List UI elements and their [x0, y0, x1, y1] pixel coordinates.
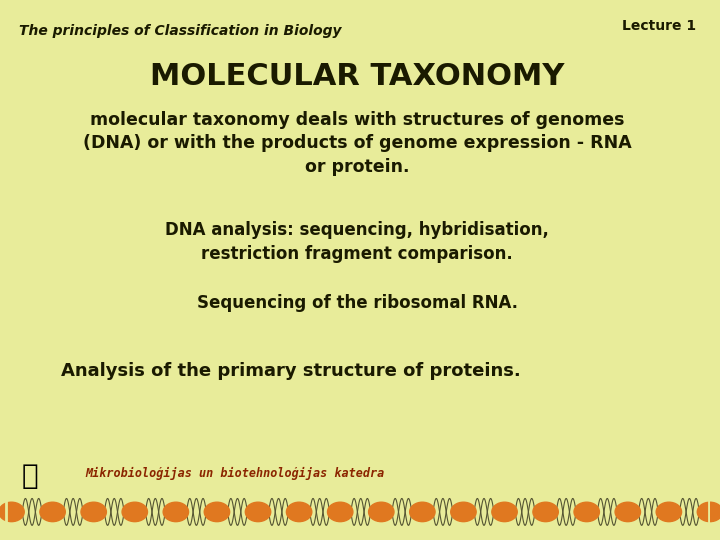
Text: 🔬: 🔬 [22, 462, 39, 490]
Circle shape [328, 502, 353, 522]
Text: Mikrobioloģijas un biotehnoloģijas katedra: Mikrobioloģijas un biotehnoloģijas kated… [86, 467, 385, 480]
Text: DNA analysis: sequencing, hybridisation,
restriction fragment comparison.: DNA analysis: sequencing, hybridisation,… [166, 221, 549, 263]
Circle shape [122, 502, 148, 522]
Text: Analysis of the primary structure of proteins.: Analysis of the primary structure of pro… [61, 362, 521, 380]
Text: Sequencing of the ribosomal RNA.: Sequencing of the ribosomal RNA. [197, 294, 518, 312]
Text: The principles of Classification in Biology: The principles of Classification in Biol… [19, 24, 341, 38]
Circle shape [492, 502, 517, 522]
Circle shape [410, 502, 435, 522]
Circle shape [656, 502, 682, 522]
Circle shape [204, 502, 230, 522]
Text: Lecture 1: Lecture 1 [622, 19, 696, 33]
Circle shape [287, 502, 312, 522]
Circle shape [533, 502, 558, 522]
Circle shape [451, 502, 476, 522]
Circle shape [574, 502, 600, 522]
Circle shape [81, 502, 107, 522]
Circle shape [615, 502, 641, 522]
Circle shape [246, 502, 271, 522]
Circle shape [369, 502, 394, 522]
Text: MOLECULAR TAXONOMY: MOLECULAR TAXONOMY [150, 62, 564, 91]
Circle shape [40, 502, 66, 522]
Circle shape [697, 502, 720, 522]
Circle shape [163, 502, 189, 522]
Text: molecular taxonomy deals with structures of genomes
(DNA) or with the products o: molecular taxonomy deals with structures… [83, 111, 631, 176]
Circle shape [0, 502, 24, 522]
